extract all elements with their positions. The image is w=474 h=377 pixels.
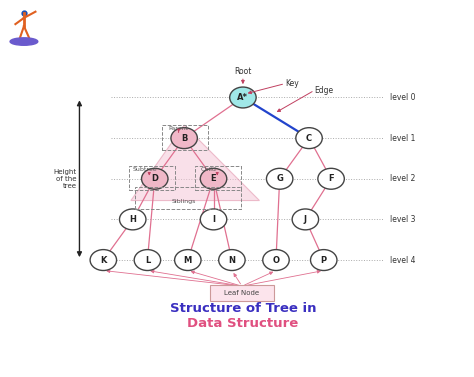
Text: A*: A* — [237, 93, 248, 102]
Text: Height
of the
tree: Height of the tree — [54, 169, 77, 189]
Text: level 3: level 3 — [390, 215, 415, 224]
Text: Structure of Tree in: Structure of Tree in — [170, 302, 316, 315]
Circle shape — [174, 250, 201, 271]
Text: O: O — [273, 256, 280, 265]
Text: level 0: level 0 — [390, 93, 415, 102]
Circle shape — [318, 168, 344, 189]
Text: Child: Child — [201, 167, 217, 172]
Circle shape — [171, 128, 197, 149]
Circle shape — [90, 250, 117, 271]
Circle shape — [292, 209, 319, 230]
Circle shape — [263, 250, 289, 271]
Text: Edge: Edge — [315, 86, 334, 95]
Ellipse shape — [10, 38, 38, 45]
Text: Key: Key — [285, 79, 299, 88]
Circle shape — [296, 128, 322, 149]
Circle shape — [230, 87, 256, 108]
Text: J: J — [304, 215, 307, 224]
Text: Root: Root — [234, 67, 252, 76]
Circle shape — [310, 250, 337, 271]
Text: D: D — [151, 174, 158, 183]
Circle shape — [142, 168, 168, 189]
FancyBboxPatch shape — [210, 285, 274, 301]
Text: P: P — [321, 256, 327, 265]
Circle shape — [201, 209, 227, 230]
Text: level 1: level 1 — [390, 133, 415, 143]
Circle shape — [219, 250, 245, 271]
Circle shape — [201, 168, 227, 189]
Text: G: G — [276, 174, 283, 183]
Text: M: M — [184, 256, 192, 265]
Text: E: E — [211, 174, 216, 183]
Text: H: H — [129, 215, 136, 224]
Text: K: K — [100, 256, 107, 265]
Text: Parent: Parent — [169, 126, 189, 131]
Polygon shape — [131, 125, 259, 201]
Text: F: F — [328, 174, 334, 183]
Circle shape — [119, 209, 146, 230]
Text: level 4: level 4 — [390, 256, 415, 265]
Circle shape — [134, 250, 161, 271]
Text: Leaf Node: Leaf Node — [225, 290, 260, 296]
Text: level 2: level 2 — [390, 174, 415, 183]
Text: L: L — [145, 256, 150, 265]
Text: Data Structure: Data Structure — [187, 317, 299, 330]
Text: I: I — [212, 215, 215, 224]
Text: C: C — [306, 133, 312, 143]
Text: N: N — [228, 256, 236, 265]
Circle shape — [266, 168, 293, 189]
Text: Siblings: Siblings — [171, 199, 196, 204]
Text: Subtree: Subtree — [133, 167, 157, 172]
Text: B: B — [181, 133, 187, 143]
